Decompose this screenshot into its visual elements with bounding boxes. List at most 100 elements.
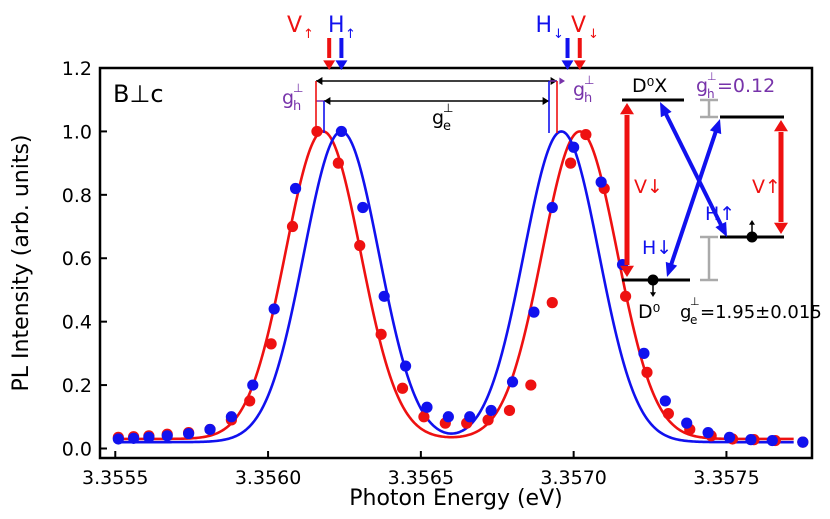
data-point-blue: [723, 431, 736, 443]
x-axis-label: Photon Energy (eV): [349, 486, 562, 511]
v-up-diagram-label: V↑: [752, 176, 781, 198]
x-tick-label: 3.3560: [235, 467, 301, 489]
ge-arrow-head: [542, 97, 549, 105]
transition-arrow-head-v-up: [323, 60, 336, 70]
data-point-red: [525, 379, 537, 391]
ge-value-sub: e: [690, 313, 697, 327]
transition-arrow-head-h-down: [561, 60, 574, 70]
data-point-red: [354, 239, 366, 252]
gh-value: =0.12: [717, 75, 775, 97]
label-arrow: ↑: [303, 27, 314, 42]
ge-value-base: g: [680, 302, 691, 323]
fit-curves: [118, 130, 794, 444]
gh-label-right-sup: ⊥: [584, 73, 594, 87]
transition-arrow-head-v-down: [573, 60, 586, 70]
x-tick-label: 3.3570: [540, 467, 606, 489]
data-points: [112, 125, 809, 448]
h-up-arrow-head: [715, 221, 727, 237]
annotations: V ↑ H ↑ H ↓ V ↓gh⊥ gh⊥ge⊥: [282, 13, 599, 134]
data-point-blue: [335, 125, 348, 138]
h-down-arrow-head: [709, 119, 722, 135]
ge-label: ge ⊥: [432, 101, 453, 134]
data-point-blue: [464, 411, 476, 423]
data-point-blue: [702, 427, 714, 439]
data-point-red: [311, 125, 323, 138]
electron-dot-lower: [647, 274, 659, 286]
v-down-arrow-head: [620, 103, 634, 115]
data-point-red: [265, 338, 277, 350]
data-point-blue: [659, 395, 671, 407]
data-point-red: [244, 395, 256, 407]
data-point-blue: [442, 411, 454, 423]
ge-value-sup: ⊥: [690, 295, 700, 308]
y-tick-label: 1.2: [62, 58, 92, 80]
data-point-red: [503, 404, 516, 417]
ge-value: =1.95±0.015: [700, 302, 822, 323]
y-tick-label: 0.8: [62, 185, 92, 207]
h-down-arrow: [668, 127, 719, 269]
ge-label-base: g: [432, 107, 444, 129]
transition-label-v-down: V ↓: [571, 13, 599, 42]
h-up-arrow: [662, 110, 725, 229]
data-point-red: [418, 411, 430, 423]
transition-label-h-up: H ↑: [328, 13, 356, 42]
data-point-red: [286, 220, 299, 233]
label-arrow: ↓: [588, 27, 599, 42]
gh-label-left-sup: ⊥: [293, 81, 303, 95]
h-up-diagram-label: H↑: [705, 203, 735, 225]
gh-value-base: g: [696, 75, 708, 97]
gh-label-right: gh ⊥: [573, 73, 594, 106]
y-tick-label: 0.4: [62, 312, 92, 334]
gh-label-left-base: g: [282, 87, 294, 109]
h-down-arrow-head: [665, 261, 678, 277]
label-base: V: [287, 13, 302, 38]
x-tick-label: 3.3565: [388, 467, 454, 489]
fit-curve-red: [118, 130, 794, 441]
d0-label: D⁰: [638, 301, 660, 323]
data-point-blue: [225, 411, 237, 423]
data-point-blue: [161, 430, 173, 442]
data-point-red: [564, 157, 577, 169]
data-point-blue: [399, 360, 412, 372]
data-point-blue: [128, 432, 140, 444]
ge-arrow-head: [324, 97, 331, 105]
d0x-label: D⁰X: [632, 75, 667, 97]
data-point-blue: [528, 306, 540, 318]
y-tick-label: 0.0: [62, 438, 92, 460]
x-tick-label: 3.3555: [82, 467, 148, 489]
electron-dot-upper: [746, 231, 758, 243]
gh-value-sup: ⊥: [707, 70, 717, 83]
data-point-red: [375, 328, 387, 340]
data-point-blue: [421, 401, 433, 413]
data-point-blue: [638, 347, 650, 359]
h-up-arrow-head: [660, 102, 672, 118]
y-axis-label: PL Intensity (arb. units): [9, 135, 34, 392]
y-tick-label: 1.0: [62, 121, 92, 143]
data-point-red: [482, 414, 494, 426]
orientation-label: B⊥c: [113, 80, 164, 108]
data-point-blue: [797, 436, 809, 448]
data-point-blue: [143, 431, 155, 443]
data-point-blue: [766, 434, 778, 447]
gh-value-sub: h: [707, 87, 715, 101]
v-down-arrow-head: [620, 265, 634, 277]
data-point-blue: [745, 434, 757, 446]
data-point-blue: [247, 379, 259, 391]
ge-arrow-head: [316, 77, 323, 85]
data-point-red: [396, 382, 409, 394]
spin-up-arrow-head: [749, 220, 755, 225]
data-point-blue: [568, 141, 580, 153]
data-point-blue: [112, 433, 124, 445]
data-point-red: [546, 297, 558, 309]
y-tick-label: 0.2: [62, 375, 92, 397]
transition-label-v-up: V ↑: [287, 13, 314, 42]
gh-arrow-head: [559, 77, 565, 85]
data-point-blue: [506, 376, 519, 388]
data-point-red: [619, 290, 632, 302]
data-point-red: [332, 157, 344, 169]
gh-label-right-sub: h: [584, 91, 592, 106]
ge-label-sub: e: [443, 119, 451, 134]
spin-down-arrow-head: [650, 292, 656, 297]
v-down-diagram-label: V↓: [634, 176, 663, 198]
